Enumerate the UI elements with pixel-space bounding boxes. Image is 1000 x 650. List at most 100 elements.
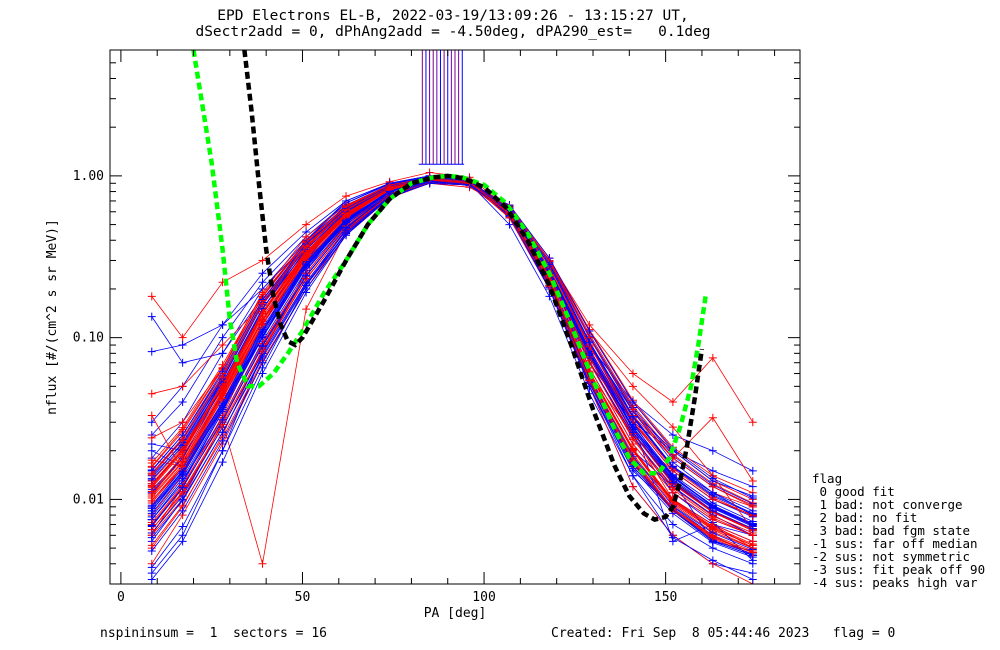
legend-item: 3 bad: bad fgm state: [812, 523, 971, 538]
series-point: [178, 537, 187, 546]
series-point: [748, 509, 757, 518]
legend-title: flag: [812, 471, 843, 486]
series-point: [258, 363, 267, 372]
x-tick-label: 150: [654, 590, 677, 605]
legend-item: 1 bad: not converge: [812, 497, 963, 512]
x-axis-label: PA [deg]: [424, 606, 487, 621]
series-point: [748, 548, 757, 557]
series-line: [151, 182, 753, 538]
series-point: [385, 182, 394, 191]
series-point: [178, 436, 187, 445]
y-tick-label: 0.10: [73, 331, 104, 346]
series-layer: [147, 50, 757, 584]
y-tick-label: 1.00: [73, 169, 104, 184]
y-tick-label: 0.01: [73, 492, 104, 507]
series-point: [302, 260, 311, 269]
fit-curve: [191, 50, 708, 476]
series-line: [151, 177, 753, 553]
series-point: [668, 423, 677, 432]
series-point: [147, 446, 156, 455]
legend-item: 0 good fit: [812, 484, 895, 499]
series-point: [218, 428, 227, 437]
series-point: [178, 483, 187, 492]
series-point: [668, 533, 677, 542]
series-point: [218, 349, 227, 358]
series-point: [708, 413, 717, 422]
series-point: [585, 376, 594, 385]
series-point: [147, 292, 156, 301]
series-point: [585, 326, 594, 335]
series-point: [218, 320, 227, 329]
series-point: [258, 341, 267, 350]
series-point: [258, 320, 267, 329]
series-point: [258, 256, 267, 265]
series-point: [218, 333, 227, 342]
series-point: [218, 436, 227, 445]
series-point: [178, 469, 187, 478]
series-point: [258, 559, 267, 568]
series-point: [628, 382, 637, 391]
series-point: [147, 418, 156, 427]
series-point: [147, 389, 156, 398]
series-point: [708, 482, 717, 491]
chart-title-line1: EPD Electrons EL-B, 2022-03-19/13:09:26 …: [217, 8, 689, 24]
series-point: [178, 341, 187, 350]
series-line: [151, 176, 753, 536]
flag-legend: flag 0 good fit 1 bad: not converge 2 ba…: [812, 472, 985, 589]
series-line: [151, 175, 753, 472]
series-line: [151, 181, 753, 584]
series-point: [342, 206, 351, 215]
legend-item: -4 sus: peaks high var: [812, 575, 978, 590]
series-point: [708, 522, 717, 531]
series-point: [708, 474, 717, 483]
series-point: [748, 575, 757, 584]
series-point: [628, 444, 637, 453]
series-point: [628, 428, 637, 437]
series-point: [147, 458, 156, 467]
series-point: [668, 462, 677, 471]
series-point: [178, 506, 187, 515]
series-point: [585, 351, 594, 360]
series-point: [147, 533, 156, 542]
series-point: [258, 269, 267, 278]
series-point: [342, 192, 351, 201]
series-point: [258, 299, 267, 308]
series-point: [748, 540, 757, 549]
chart-title-line2: dSectr2add = 0, dPhAng2add = -4.50deg, d…: [195, 24, 711, 40]
fit-layer: [191, 50, 708, 523]
series-point: [147, 496, 156, 505]
series-point: [147, 563, 156, 572]
series-point: [585, 338, 594, 347]
legend-item: -2 sus: not symmetric: [812, 549, 971, 564]
series-point: [302, 305, 311, 314]
axis-layer: 0 50 100 150 0.01 0.10 1.00: [73, 49, 800, 605]
series-point: [302, 220, 311, 229]
series-point: [708, 353, 717, 362]
series-point: [218, 394, 227, 403]
series-line: [151, 182, 753, 552]
series-point: [218, 446, 227, 455]
series-line: [151, 179, 754, 502]
series-point: [147, 470, 156, 479]
series-point: [628, 398, 637, 407]
series-point: [505, 220, 514, 229]
series-point: [708, 532, 717, 541]
series-point: [218, 382, 227, 391]
series-point: [178, 446, 187, 455]
series-point: [218, 373, 227, 382]
x-tick-label: 100: [472, 590, 495, 605]
series-point: [218, 341, 227, 350]
series-point: [147, 575, 156, 584]
series-point: [178, 423, 187, 432]
series-point: [218, 458, 227, 467]
series-point: [178, 496, 187, 505]
series-point: [147, 506, 156, 515]
series-point: [748, 524, 757, 533]
series-point: [258, 328, 267, 337]
series-point: [708, 556, 717, 565]
plot-frame: [109, 49, 801, 585]
footer-created-info: Created: Fri Sep 8 05:44:46 2023 flag = …: [551, 626, 896, 641]
series-point: [147, 433, 156, 442]
series-point: [178, 382, 187, 391]
series-point: [342, 223, 351, 232]
